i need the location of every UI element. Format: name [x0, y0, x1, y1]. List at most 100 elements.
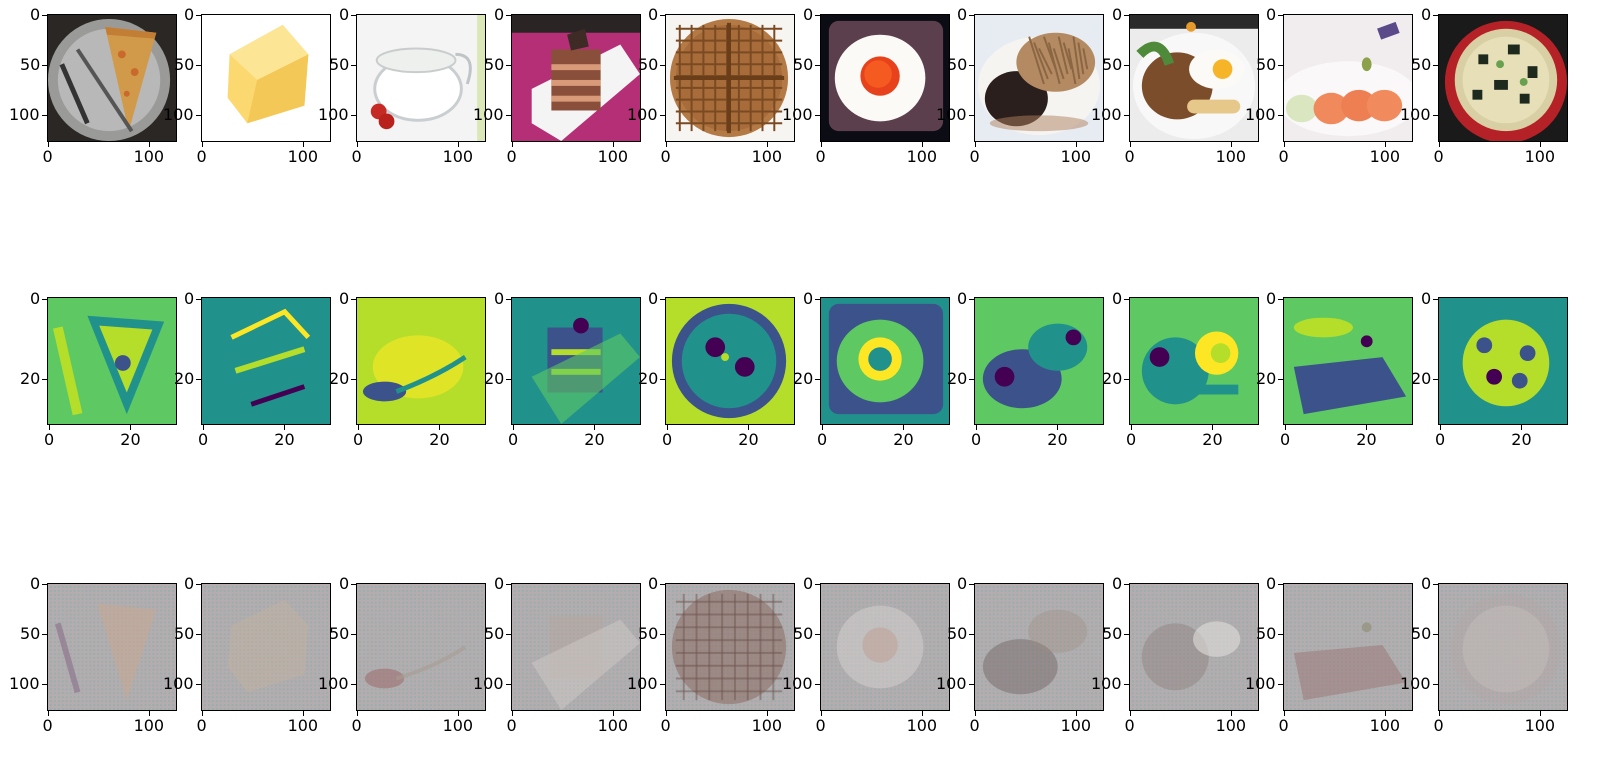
reconstruction-panel: [511, 583, 641, 711]
y-tick-mark: [351, 634, 356, 635]
y-tick-label: 0: [957, 4, 968, 24]
feature-map-panel: [820, 297, 950, 425]
x-tick-mark: [1540, 142, 1541, 147]
reconstruction-panel: [1438, 583, 1568, 711]
y-tick-label: 100: [163, 673, 194, 693]
x-tick-mark: [512, 711, 513, 716]
x-tick-mark: [202, 142, 203, 147]
y-tick-label: 20: [638, 369, 659, 388]
y-tick-label: 0: [30, 4, 41, 24]
y-tick-mark: [1433, 65, 1438, 66]
y-tick-mark: [42, 684, 47, 685]
y-tick-label: 0: [957, 289, 968, 308]
y-tick-label: 50: [174, 54, 195, 74]
y-tick-mark: [969, 584, 974, 585]
x-tick-label: 0: [1278, 147, 1289, 166]
x-tick-mark: [613, 142, 614, 147]
x-tick-mark: [666, 142, 667, 147]
y-tick-label: 0: [1421, 573, 1432, 593]
y-tick-mark: [1278, 15, 1283, 16]
y-tick-label: 0: [1112, 4, 1123, 24]
y-tick-mark: [660, 684, 665, 685]
y-tick-label: 50: [174, 623, 195, 643]
x-tick-label: 0: [1433, 147, 1444, 166]
reconstruction-image: [357, 584, 485, 710]
x-tick-label: 100: [751, 147, 783, 166]
y-tick-label: 100: [782, 673, 813, 693]
x-tick-label: 0: [351, 147, 362, 166]
feature-map-panel: [511, 297, 641, 425]
feature-map-image: [512, 298, 640, 424]
x-tick-label: 100: [287, 716, 319, 735]
y-tick-mark: [42, 115, 47, 116]
y-tick-mark: [196, 115, 201, 116]
x-tick-mark: [922, 711, 923, 716]
reconstruction-image: [666, 584, 794, 710]
y-tick-mark: [1278, 65, 1283, 66]
y-tick-mark: [1124, 115, 1129, 116]
y-tick-mark: [1433, 299, 1438, 300]
x-tick-label: 100: [906, 147, 938, 166]
y-tick-mark: [42, 634, 47, 635]
y-tick-label: 50: [484, 54, 505, 74]
x-tick-label: 0: [196, 147, 207, 166]
x-tick-label: 100: [1060, 716, 1092, 735]
x-tick-label: 100: [287, 147, 319, 166]
x-tick-label: 0: [42, 716, 53, 735]
y-tick-label: 50: [20, 623, 41, 643]
y-tick-label: 0: [1266, 289, 1277, 308]
y-tick-label: 50: [1102, 623, 1123, 643]
x-tick-label: 100: [442, 147, 474, 166]
y-tick-mark: [1278, 684, 1283, 685]
y-tick-mark: [1124, 299, 1129, 300]
y-tick-label: 0: [1266, 573, 1277, 593]
x-tick-mark: [1366, 425, 1367, 430]
original-image-image: [202, 15, 330, 141]
x-tick-label: 0: [660, 716, 671, 735]
y-tick-mark: [42, 584, 47, 585]
x-tick-mark: [1131, 425, 1132, 430]
original-image-image: [975, 15, 1103, 141]
x-tick-mark: [666, 711, 667, 716]
reconstruction-image: [48, 584, 176, 710]
x-tick-label: 0: [198, 430, 209, 449]
y-tick-mark: [660, 299, 665, 300]
y-tick-mark: [1124, 584, 1129, 585]
y-tick-label: 0: [184, 289, 195, 308]
x-tick-mark: [667, 425, 668, 430]
x-tick-mark: [613, 711, 614, 716]
x-tick-mark: [49, 425, 50, 430]
x-tick-mark: [357, 142, 358, 147]
x-tick-mark: [903, 425, 904, 430]
y-tick-label: 50: [638, 623, 659, 643]
y-tick-label: 0: [648, 4, 659, 24]
y-tick-mark: [506, 299, 511, 300]
feature-map-image: [48, 298, 176, 424]
x-tick-mark: [1439, 142, 1440, 147]
x-tick-label: 0: [969, 147, 980, 166]
x-tick-mark: [1076, 142, 1077, 147]
y-tick-label: 0: [803, 289, 814, 308]
y-tick-label: 50: [793, 623, 814, 643]
x-tick-label: 20: [738, 430, 759, 449]
y-tick-label: 50: [947, 623, 968, 643]
y-tick-mark: [506, 684, 511, 685]
y-tick-mark: [196, 379, 201, 380]
x-tick-label: 100: [133, 147, 165, 166]
y-tick-label: 50: [1256, 54, 1277, 74]
x-tick-mark: [202, 711, 203, 716]
x-tick-mark: [1439, 711, 1440, 716]
x-tick-label: 20: [1511, 430, 1532, 449]
y-tick-label: 0: [803, 573, 814, 593]
x-tick-mark: [975, 711, 976, 716]
y-tick-label: 0: [494, 4, 505, 24]
y-tick-label: 0: [957, 573, 968, 593]
y-tick-mark: [1124, 634, 1129, 635]
y-tick-mark: [196, 65, 201, 66]
y-tick-mark: [969, 15, 974, 16]
y-tick-mark: [1124, 379, 1129, 380]
x-tick-label: 100: [751, 716, 783, 735]
y-tick-label: 0: [648, 573, 659, 593]
x-tick-label: 100: [906, 716, 938, 735]
